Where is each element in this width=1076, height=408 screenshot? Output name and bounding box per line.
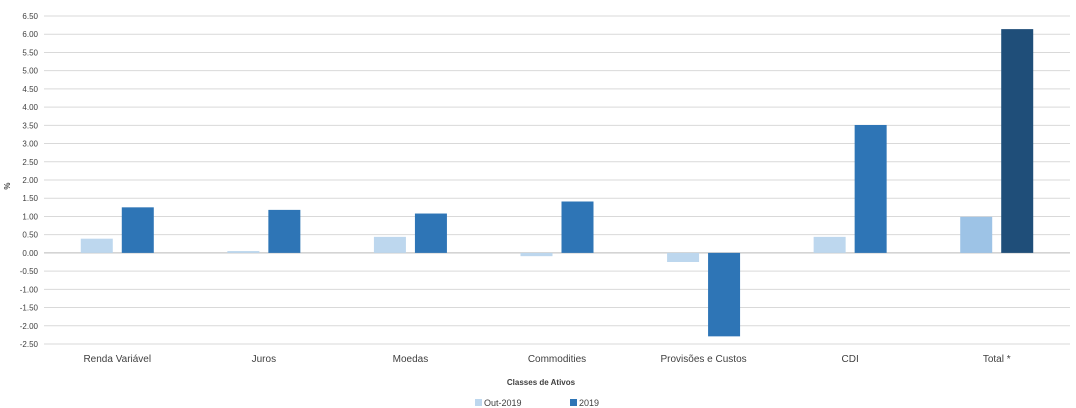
bar-2019-3 — [561, 201, 594, 253]
bar-2019-0 — [121, 207, 154, 253]
y-tick-label: -0.50 — [20, 267, 39, 276]
legend-label-out-2019: Out-2019 — [484, 398, 522, 408]
y-tick-label: 6.00 — [22, 30, 38, 39]
legend-swatch-out-2019 — [475, 399, 482, 406]
bars — [80, 29, 1034, 337]
legend: Out-2019 2019 — [475, 398, 599, 408]
bar-2019-1 — [268, 209, 301, 253]
legend-swatch-2019 — [570, 399, 577, 406]
y-tick-label: 0.00 — [22, 249, 38, 258]
x-axis-categories: Renda Variável Juros Moedas Commodities Prov… — [83, 354, 1010, 365]
bar-2019-4 — [708, 252, 741, 337]
x-axis-title: Classes de Ativos — [507, 378, 576, 387]
x-category-label: Provisões e Custos — [660, 354, 746, 365]
y-tick-label: 3.00 — [22, 140, 38, 149]
bar-2019-5 — [854, 124, 887, 253]
y-tick-label: -2.00 — [20, 322, 39, 331]
bar-out-2019-0 — [80, 238, 113, 253]
x-category-label: Moedas — [393, 354, 429, 365]
y-tick-label: 2.00 — [22, 176, 38, 185]
bar-2019-2 — [414, 213, 447, 253]
y-tick-label: 2.50 — [22, 158, 38, 167]
y-tick-label: 0.50 — [22, 231, 38, 240]
legend-label-2019: 2019 — [579, 398, 599, 408]
y-axis-ticks: -2.50 -2.00 -1.50 -1.00 -0.50 0.00 0.50 1.00 1.5… — [20, 12, 39, 349]
bar-out-2019-1 — [227, 251, 260, 253]
x-category-label: Commodities — [528, 354, 586, 365]
bar-out-2019-3 — [520, 252, 553, 257]
bar-out-2019-5 — [813, 236, 846, 253]
x-category-label: Juros — [252, 354, 276, 365]
bar-out-2019-6 — [960, 216, 993, 253]
y-tick-label: 4.50 — [22, 85, 38, 94]
y-tick-label: 3.50 — [22, 121, 38, 130]
bar-out-2019-2 — [373, 236, 406, 253]
y-tick-label: 5.00 — [22, 67, 38, 76]
y-tick-label: 6.50 — [22, 12, 38, 21]
x-category-label: Total * — [983, 354, 1011, 365]
y-tick-label: 1.50 — [22, 194, 38, 203]
y-tick-label: 5.50 — [22, 48, 38, 57]
y-tick-label: 1.00 — [22, 212, 38, 221]
y-axis-title: % — [3, 182, 12, 189]
y-tick-label: 4.00 — [22, 103, 38, 112]
y-tick-label: -2.50 — [20, 340, 39, 349]
gridlines — [44, 15, 1070, 345]
bar-2019-6 — [1001, 29, 1034, 253]
y-tick-label: -1.00 — [20, 285, 39, 294]
bar-out-2019-4 — [667, 252, 700, 262]
x-category-label: Renda Variável — [83, 354, 151, 365]
y-tick-label: -1.50 — [20, 304, 39, 313]
x-category-label: CDI — [842, 354, 859, 365]
